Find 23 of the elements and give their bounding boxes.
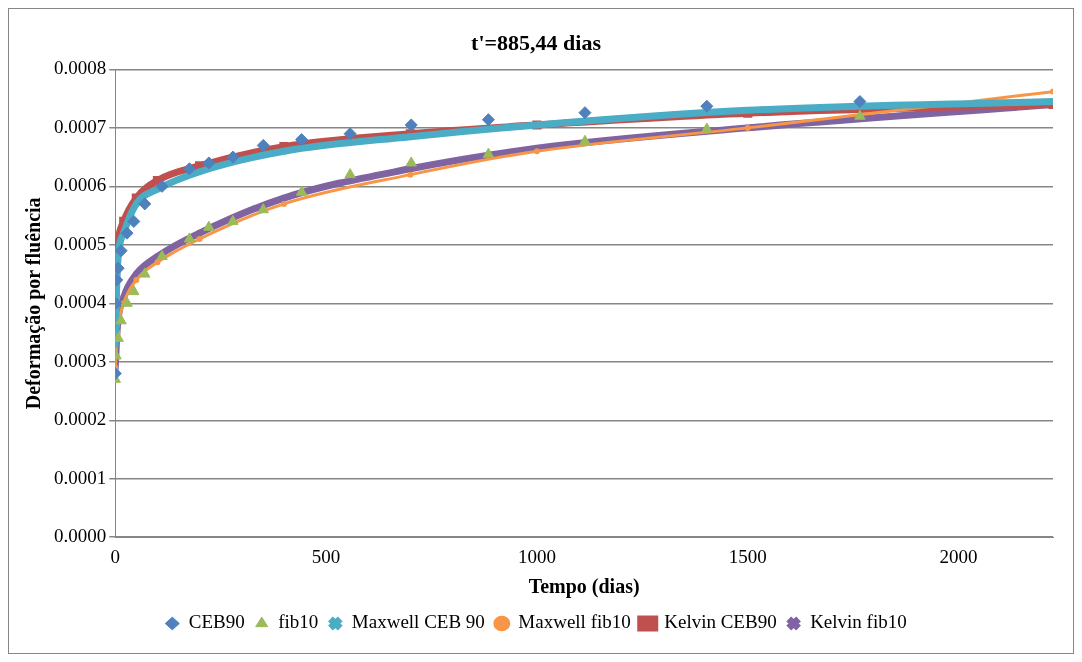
x-axis-title: Tempo (dias) — [528, 575, 640, 599]
chart-title: t'=885,44 dias — [471, 29, 602, 55]
x-tick-label: 1500 — [728, 545, 767, 567]
y-tick-label: 0.0007 — [54, 115, 107, 137]
y-tick-label: 0.0003 — [54, 349, 107, 371]
legend-label: Kelvin CEB90 — [664, 611, 777, 633]
y-axis-title: Deformação por fluência — [22, 197, 46, 410]
y-tick-label: 0.0002 — [54, 408, 107, 430]
legend-label: CEB90 — [188, 611, 245, 633]
legend-label: Maxwell fib10 — [518, 611, 631, 633]
x-tick-label: 0 — [110, 545, 120, 567]
y-tick-label: 0.0006 — [54, 174, 107, 196]
y-tick-label: 0.0004 — [54, 291, 107, 313]
legend-label: Maxwell CEB 90 — [351, 611, 485, 633]
x-tick-label: 500 — [311, 545, 341, 567]
y-tick-label: 0.0005 — [54, 232, 107, 254]
y-tick-label: 0.0000 — [54, 525, 107, 547]
legend-label: fib10 — [278, 611, 319, 633]
y-tick-label: 0.0001 — [54, 466, 107, 488]
x-tick-label: 2000 — [939, 545, 978, 567]
y-tick-label: 0.0008 — [54, 57, 107, 79]
x-tick-label: 1000 — [517, 545, 556, 567]
legend-label: Kelvin fib10 — [810, 611, 907, 633]
